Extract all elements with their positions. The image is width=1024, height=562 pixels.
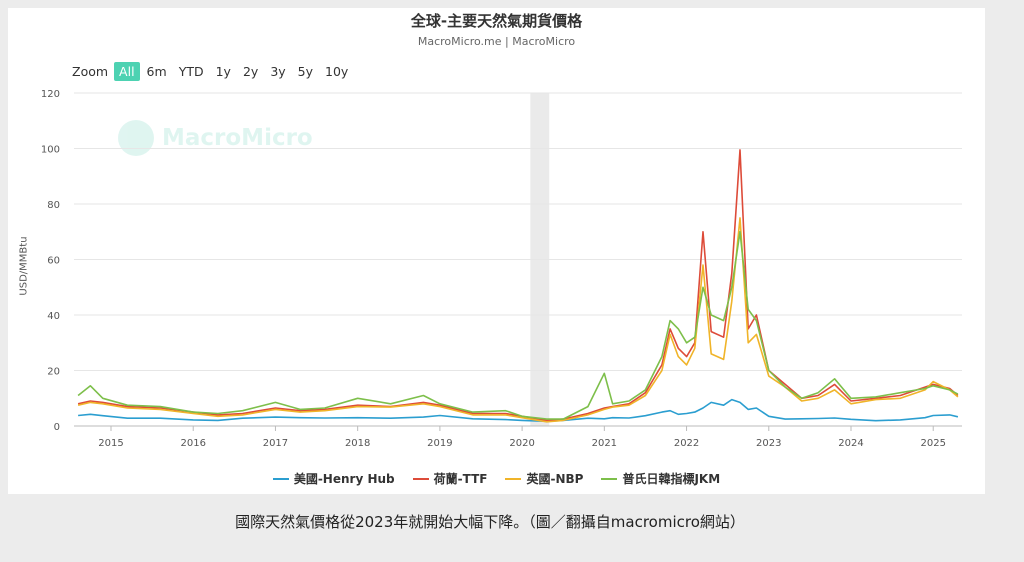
x-tick-label: 2018 — [345, 438, 370, 449]
zoom-label: Zoom — [72, 63, 109, 79]
x-tick-label: 2024 — [838, 438, 863, 449]
zoom-button-ytd[interactable]: YTD — [178, 63, 204, 79]
zoom-button-2y[interactable]: 2y — [242, 63, 259, 79]
series-line-nbp — [77, 217, 959, 423]
chart-title: 全球-主要天然氣期貨價格 — [410, 12, 583, 30]
legend-swatch — [505, 477, 522, 480]
series-line-jkm — [77, 231, 959, 420]
legend-item-ttf[interactable]: 荷蘭-TTF — [412, 470, 488, 487]
chart-subtitle: MacroMicro.me | MacroMicro — [417, 35, 576, 48]
y-tick-label: 120 — [41, 89, 60, 100]
legend-item-jkm[interactable]: 普氏日韓指標JKM — [601, 470, 720, 487]
series-line-henry-hub — [78, 398, 959, 423]
y-tick-label: 100 — [41, 145, 60, 156]
legend-swatch — [412, 477, 429, 480]
zoom-bar: Zoom All 6m YTD 1y 2y 3y 5y 10y — [72, 61, 355, 81]
legend-label: 荷蘭-TTF — [433, 472, 488, 486]
legend: 美國-Henry Hub 荷蘭-TTF 英國-NBP 普氏日韓指標JKM — [8, 470, 985, 487]
legend-label: 美國-Henry Hub — [293, 472, 395, 486]
image-caption: 國際天然氣價格從2023年就開始大幅下降。（圖／翻攝自macromicro網站） — [235, 513, 745, 531]
y-tick-label: 20 — [47, 367, 60, 378]
chart-card: 全球-主要天然氣期貨價格 MacroMicro.me | MacroMicro … — [8, 8, 985, 494]
legend-item-nbp[interactable]: 英國-NBP — [505, 470, 583, 487]
x-tick-label: 2021 — [592, 438, 617, 449]
x-tick-label: 2017 — [263, 438, 288, 449]
zoom-button-5y[interactable]: 5y — [297, 63, 314, 79]
zoom-button-3y[interactable]: 3y — [270, 63, 286, 79]
x-tick-label: 2025 — [920, 438, 945, 449]
x-tick-label: 2023 — [756, 438, 781, 449]
zoom-button-all[interactable]: All — [114, 61, 140, 81]
x-tick-label: 2020 — [509, 438, 534, 449]
legend-swatch — [601, 477, 618, 480]
x-tick-label: 2022 — [674, 438, 699, 449]
legend-label: 普氏日韓指標JKM — [622, 472, 721, 486]
legend-swatch — [272, 477, 289, 480]
y-tick-label: 40 — [47, 311, 60, 322]
zoom-button-1y[interactable]: 1y — [215, 63, 231, 79]
legend-item-henry-hub[interactable]: 美國-Henry Hub — [272, 470, 395, 487]
zoom-button-10y[interactable]: 10y — [325, 63, 349, 79]
x-tick-label: 2015 — [98, 438, 123, 449]
y-tick-label: 60 — [47, 256, 60, 267]
x-tick-label: 2019 — [427, 438, 452, 449]
legend-label: 英國-NBP — [526, 472, 584, 486]
y-tick-label: 80 — [47, 200, 60, 211]
series-line-ttf — [77, 149, 959, 422]
zoom-button-6m[interactable]: 6m — [146, 63, 167, 79]
x-tick-label: 2016 — [180, 438, 205, 449]
y-tick-label: 0 — [54, 422, 60, 433]
chart-plot: 0 20 40 60 80 100 120 2015 2016 2017 2018 2019 2020 2… — [41, 89, 962, 449]
